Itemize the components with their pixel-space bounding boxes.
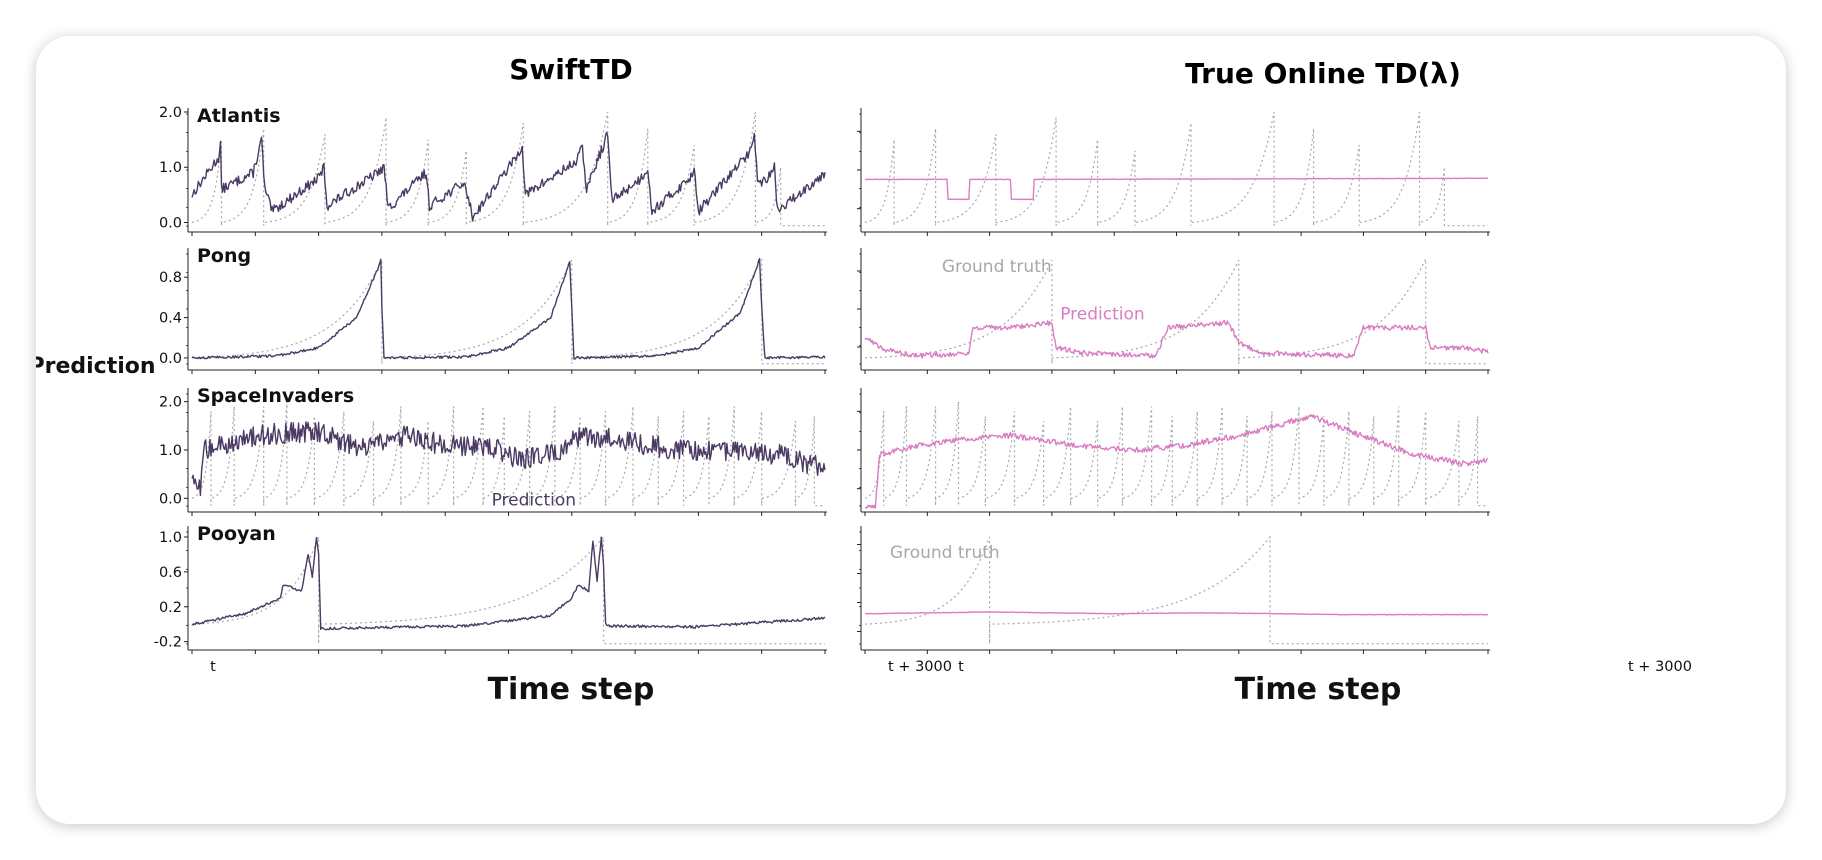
ground-truth-line-swift-pooyan [191,535,825,645]
panel-title-pong: Pong [197,245,251,267]
prediction-line-tod-spaceinvaders [864,414,1489,509]
ground-truth-line-tod-pooyan [864,535,1488,645]
prediction-line-tod-pooyan [864,611,1489,616]
chart-panel-tod-atlantis [857,108,1490,236]
y-tick-label: 0.0 [159,351,182,367]
y-tick-label: 0.8 [159,270,182,286]
prediction-line-swift-pong [191,258,826,360]
y-tick-label: 2.0 [159,395,182,411]
prediction-line-swift-spaceinvaders [191,421,826,497]
column-title-swifttd: SwiftTD [509,53,633,86]
y-tick-label: 0.4 [159,311,182,327]
annotation-prediction: Prediction [1060,305,1144,325]
figure-canvas: SwiftTD True Online TD(λ) Prediction Tim… [36,53,1692,707]
y-tick-label: 1.0 [159,530,182,546]
chart-panel-swift-pong: 0.0 0.4 0.8 Pong [159,245,827,374]
y-tick-label: 0.0 [159,491,182,507]
x-tick-end-right: t + 3000 [1628,659,1692,675]
y-axis-title: Prediction [36,354,156,379]
panel-title-spaceinvaders: SpaceInvaders [197,385,354,407]
figure-card: SwiftTD True Online TD(λ) Prediction Tim… [36,36,1786,824]
annotation-prediction: Prediction [492,491,576,511]
chart-panel-tod-pooyan: Ground truth [857,526,1490,654]
panel-title-pooyan: Pooyan [197,523,276,545]
y-tick-label: 1.0 [159,443,182,459]
y-tick-label: 1.0 [159,160,182,176]
ground-truth-line-swift-pong [191,258,825,365]
annotation-ground-truth: Ground truth [942,257,1052,277]
x-axis-title-left: Time step [488,672,655,707]
ground-truth-line-swift-spaceinvaders [191,401,825,507]
x-tick-start-left: t [210,659,216,675]
chart-panel-swift-atlantis: 0.0 1.0 2.0 Atlantis [159,105,827,236]
chart-panel-swift-spaceinvaders: 0.0 1.0 2.0 SpaceInvaders Prediction [159,385,827,516]
ground-truth-line-tod-spaceinvaders [864,401,1488,507]
prediction-line-swift-pooyan [191,536,826,631]
prediction-line-tod-atlantis [864,177,1489,201]
panel-title-atlantis: Atlantis [197,105,281,127]
y-tick-label: -0.2 [154,635,182,651]
ground-truth-line-swift-atlantis [191,111,825,227]
x-tick-start-right: t [958,659,964,675]
ground-truth-line-tod-atlantis [864,111,1488,227]
chart-panel-tod-pong: Ground truth Prediction [857,248,1490,374]
annotation-ground-truth: Ground truth [890,543,1000,563]
chart-panel-swift-pooyan: -0.2 0.2 0.6 1.0 Pooyan [154,523,827,654]
prediction-line-tod-pong [864,319,1489,359]
x-axis-title-right: Time step [1235,672,1402,707]
column-title-true-online-td: True Online TD(λ) [1185,57,1461,90]
x-tick-end-left: t + 3000 [888,659,952,675]
y-tick-label: 2.0 [159,105,182,121]
y-tick-label: 0.2 [159,600,182,616]
y-tick-label: 0.0 [159,215,182,231]
prediction-line-swift-atlantis [191,131,826,222]
y-tick-label: 0.6 [159,565,182,581]
chart-panel-tod-spaceinvaders [857,388,1490,516]
